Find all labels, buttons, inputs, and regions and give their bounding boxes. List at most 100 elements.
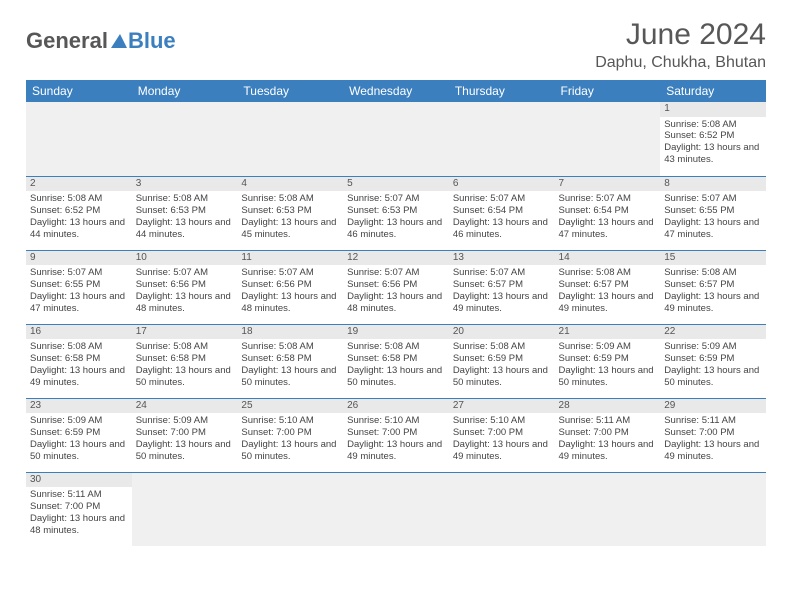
day-info: Daylight: 13 hours and 49 minutes. xyxy=(664,291,762,315)
day-number: 20 xyxy=(449,325,555,340)
day-info: Daylight: 13 hours and 47 minutes. xyxy=(30,291,128,315)
calendar-cell: 20Sunrise: 5:08 AMSunset: 6:59 PMDayligh… xyxy=(449,324,555,398)
day-info: Sunset: 6:54 PM xyxy=(559,205,657,217)
day-info: Sunset: 6:55 PM xyxy=(30,279,128,291)
day-info: Sunrise: 5:08 AM xyxy=(453,341,551,353)
day-info: Daylight: 13 hours and 48 minutes. xyxy=(347,291,445,315)
day-info: Sunset: 6:58 PM xyxy=(347,353,445,365)
day-header: Monday xyxy=(132,80,238,102)
day-info: Daylight: 13 hours and 50 minutes. xyxy=(241,365,339,389)
calendar-body: 1Sunrise: 5:08 AMSunset: 6:52 PMDaylight… xyxy=(26,102,766,546)
day-info: Sunset: 7:00 PM xyxy=(453,427,551,439)
day-info: Sunset: 7:00 PM xyxy=(347,427,445,439)
calendar-cell: 3Sunrise: 5:08 AMSunset: 6:53 PMDaylight… xyxy=(132,176,238,250)
day-number: 17 xyxy=(132,325,238,340)
day-info: Daylight: 13 hours and 48 minutes. xyxy=(241,291,339,315)
day-info: Daylight: 13 hours and 49 minutes. xyxy=(453,439,551,463)
day-info: Daylight: 13 hours and 50 minutes. xyxy=(136,365,234,389)
day-info: Daylight: 13 hours and 46 minutes. xyxy=(453,217,551,241)
day-info: Sunset: 6:56 PM xyxy=(241,279,339,291)
day-info: Sunrise: 5:07 AM xyxy=(347,267,445,279)
day-info: Daylight: 13 hours and 49 minutes. xyxy=(453,291,551,315)
calendar-cell: 26Sunrise: 5:10 AMSunset: 7:00 PMDayligh… xyxy=(343,398,449,472)
day-info: Sunset: 6:59 PM xyxy=(453,353,551,365)
calendar-cell-empty xyxy=(343,472,449,546)
day-number: 27 xyxy=(449,399,555,414)
day-info: Sunrise: 5:07 AM xyxy=(30,267,128,279)
calendar-cell: 1Sunrise: 5:08 AMSunset: 6:52 PMDaylight… xyxy=(660,102,766,176)
day-header: Saturday xyxy=(660,80,766,102)
day-number: 14 xyxy=(555,251,661,266)
day-number: 9 xyxy=(26,251,132,266)
day-header: Wednesday xyxy=(343,80,449,102)
day-info: Daylight: 13 hours and 50 minutes. xyxy=(453,365,551,389)
calendar-cell-empty xyxy=(343,102,449,176)
day-number: 7 xyxy=(555,177,661,192)
title-block: June 2024 Daphu, Chukha, Bhutan xyxy=(595,18,766,72)
calendar-cell: 4Sunrise: 5:08 AMSunset: 6:53 PMDaylight… xyxy=(237,176,343,250)
day-info: Daylight: 13 hours and 45 minutes. xyxy=(241,217,339,241)
calendar-cell: 17Sunrise: 5:08 AMSunset: 6:58 PMDayligh… xyxy=(132,324,238,398)
day-info: Sunrise: 5:08 AM xyxy=(136,193,234,205)
day-info: Sunset: 6:54 PM xyxy=(453,205,551,217)
day-info: Sunrise: 5:11 AM xyxy=(559,415,657,427)
day-info: Sunset: 7:00 PM xyxy=(136,427,234,439)
day-info: Sunset: 6:59 PM xyxy=(30,427,128,439)
day-info: Sunrise: 5:11 AM xyxy=(664,415,762,427)
day-info: Sunrise: 5:08 AM xyxy=(30,341,128,353)
day-number: 11 xyxy=(237,251,343,266)
day-info: Daylight: 13 hours and 49 minutes. xyxy=(347,439,445,463)
day-info: Sunset: 6:57 PM xyxy=(664,279,762,291)
day-info: Daylight: 13 hours and 50 minutes. xyxy=(241,439,339,463)
calendar-cell-empty xyxy=(660,472,766,546)
day-info: Sunrise: 5:07 AM xyxy=(453,193,551,205)
calendar-cell: 25Sunrise: 5:10 AMSunset: 7:00 PMDayligh… xyxy=(237,398,343,472)
brand-part2: Blue xyxy=(128,28,176,54)
calendar: SundayMondayTuesdayWednesdayThursdayFrid… xyxy=(26,80,766,546)
day-number: 22 xyxy=(660,325,766,340)
page-title: June 2024 xyxy=(595,18,766,52)
calendar-cell: 14Sunrise: 5:08 AMSunset: 6:57 PMDayligh… xyxy=(555,250,661,324)
day-number: 25 xyxy=(237,399,343,414)
day-info: Daylight: 13 hours and 49 minutes. xyxy=(30,365,128,389)
day-info: Daylight: 13 hours and 50 minutes. xyxy=(136,439,234,463)
day-info: Sunrise: 5:08 AM xyxy=(347,341,445,353)
calendar-cell-empty xyxy=(26,102,132,176)
day-number: 1 xyxy=(660,102,766,117)
calendar-head: SundayMondayTuesdayWednesdayThursdayFrid… xyxy=(26,80,766,102)
calendar-cell: 8Sunrise: 5:07 AMSunset: 6:55 PMDaylight… xyxy=(660,176,766,250)
day-info: Sunset: 6:58 PM xyxy=(241,353,339,365)
day-info: Sunset: 7:00 PM xyxy=(241,427,339,439)
day-info: Daylight: 13 hours and 49 minutes. xyxy=(559,439,657,463)
day-info: Daylight: 13 hours and 50 minutes. xyxy=(30,439,128,463)
day-info: Daylight: 13 hours and 50 minutes. xyxy=(347,365,445,389)
day-number: 30 xyxy=(26,473,132,488)
day-info: Sunset: 6:56 PM xyxy=(136,279,234,291)
day-info: Sunset: 6:56 PM xyxy=(347,279,445,291)
calendar-cell-empty xyxy=(237,472,343,546)
day-info: Daylight: 13 hours and 50 minutes. xyxy=(664,365,762,389)
day-info: Daylight: 13 hours and 43 minutes. xyxy=(664,142,762,166)
day-info: Sunrise: 5:08 AM xyxy=(241,193,339,205)
day-info: Sunrise: 5:08 AM xyxy=(664,267,762,279)
day-info: Sunset: 6:58 PM xyxy=(136,353,234,365)
calendar-cell: 21Sunrise: 5:09 AMSunset: 6:59 PMDayligh… xyxy=(555,324,661,398)
day-info: Daylight: 13 hours and 44 minutes. xyxy=(30,217,128,241)
day-info: Sunrise: 5:08 AM xyxy=(664,119,762,131)
day-info: Sunset: 6:59 PM xyxy=(559,353,657,365)
day-number: 28 xyxy=(555,399,661,414)
calendar-cell-empty xyxy=(237,102,343,176)
day-number: 26 xyxy=(343,399,449,414)
calendar-cell: 19Sunrise: 5:08 AMSunset: 6:58 PMDayligh… xyxy=(343,324,449,398)
day-number: 10 xyxy=(132,251,238,266)
day-info: Sunrise: 5:07 AM xyxy=(664,193,762,205)
day-info: Sunrise: 5:07 AM xyxy=(559,193,657,205)
day-info: Sunrise: 5:07 AM xyxy=(241,267,339,279)
calendar-cell-empty xyxy=(449,472,555,546)
calendar-cell: 30Sunrise: 5:11 AMSunset: 7:00 PMDayligh… xyxy=(26,472,132,546)
day-info: Daylight: 13 hours and 49 minutes. xyxy=(559,291,657,315)
day-info: Sunset: 6:57 PM xyxy=(453,279,551,291)
header: General Blue June 2024 Daphu, Chukha, Bh… xyxy=(26,18,766,72)
calendar-cell-empty xyxy=(132,102,238,176)
day-number: 15 xyxy=(660,251,766,266)
